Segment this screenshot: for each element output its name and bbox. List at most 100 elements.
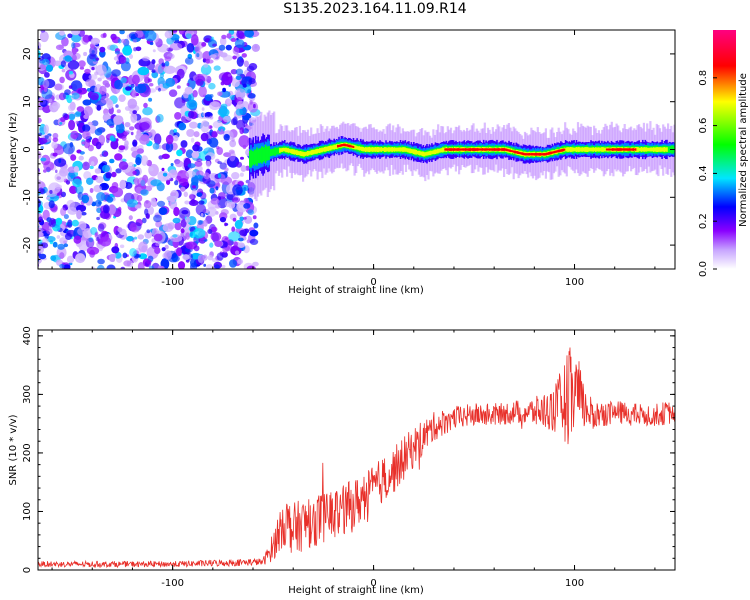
heatmap-noise-blob (206, 112, 211, 118)
heatmap-signal-band (596, 147, 598, 152)
heatmap-signal-band (321, 147, 323, 153)
heatmap-signal-band (279, 148, 281, 153)
heatmap-noise-blob (112, 187, 124, 198)
heatmap-signal-band (462, 148, 464, 151)
heatmap-noise-blob (202, 219, 208, 227)
heatmap-signal-band (265, 146, 268, 161)
heatmap-signal-band (521, 152, 524, 155)
heatmap-signal-band (625, 148, 627, 151)
heatmap-noise-blob (175, 160, 184, 168)
heatmap-noise-blob (148, 167, 154, 172)
heatmap-signal-band (406, 148, 409, 153)
heatmap-noise-blob (88, 74, 98, 80)
heatmap-noise-blob (180, 140, 188, 148)
heatmap-signal-band (286, 148, 288, 153)
heatmap-noise-blob (118, 145, 126, 151)
heatmap-signal-band (590, 147, 592, 152)
heatmap-signal-band (362, 147, 364, 152)
heatmap-noise-blob (214, 264, 220, 269)
heatmap-noise-blob (220, 264, 226, 269)
heatmap-noise-blob (157, 265, 165, 269)
heatmap-noise-blob (164, 56, 172, 62)
heatmap-signal-band (557, 149, 560, 153)
heatmap-signal-band (654, 147, 656, 152)
heatmap-noise-blob (148, 265, 155, 269)
snr-y-tick-label: 300 (22, 385, 33, 404)
heatmap-noise-blob (80, 211, 87, 216)
heatmap-signal-band (404, 147, 407, 152)
heatmap-noise-blob (222, 247, 228, 254)
heatmap-noise-blob (253, 103, 256, 109)
heatmap-signal-band (663, 147, 666, 153)
heatmap-signal-band (405, 148, 408, 152)
heatmap-signal-band (399, 147, 402, 152)
heatmap-signal-band (358, 146, 361, 151)
heatmap-noise-blob (77, 89, 83, 93)
snr-x-tick-label: -100 (161, 578, 184, 589)
heatmap-signal-band (496, 148, 498, 151)
heatmap-noise-blob (184, 200, 190, 205)
heatmap-signal-band (599, 147, 602, 152)
heatmap-signal-band (517, 151, 520, 154)
heatmap-signal-band (602, 147, 604, 152)
heatmap-noise-blob (137, 264, 145, 269)
heatmap-noise-blob (94, 128, 103, 136)
heatmap-signal-band (463, 148, 466, 151)
heatmap-noise-blob (113, 119, 122, 125)
heatmap-noise-blob (161, 167, 165, 172)
heatmap-signal-band (327, 146, 329, 151)
heatmap-signal-band (311, 149, 314, 155)
heatmap-signal-band (446, 148, 449, 151)
heatmap-noise-blob (74, 112, 82, 118)
heatmap-noise-blob (235, 108, 243, 116)
heatmap-noise-blob (131, 74, 140, 85)
heatmap-signal-band (343, 143, 345, 146)
heatmap-signal-band (441, 147, 444, 153)
heatmap-noise-blob (196, 158, 203, 162)
heatmap-signal-band (333, 144, 335, 150)
heatmap-noise-blob (170, 197, 176, 203)
colorbar-tick-label: 0.4 (698, 165, 709, 181)
heatmap-signal-band (364, 147, 367, 152)
heatmap-noise-blob (202, 254, 208, 261)
heatmap-noise-blob (187, 163, 196, 169)
heatmap-noise-blob (102, 204, 110, 214)
heatmap-noise-blob (161, 153, 170, 159)
heatmap-signal-band (668, 146, 671, 153)
heatmap-noise-blob (180, 186, 186, 192)
heatmap-signal-band (627, 148, 630, 151)
heatmap-noise-blob (129, 54, 133, 59)
heatmap-noise-blob (63, 214, 69, 220)
heatmap-noise-blob (84, 68, 91, 74)
heatmap-noise-blob (143, 200, 152, 209)
heatmap-noise-blob (58, 92, 66, 101)
heatmap-signal-band (379, 147, 381, 152)
heatmap-noise-blob (140, 189, 149, 196)
heatmap-signal-band (387, 147, 390, 152)
heatmap-noise-blob (125, 86, 132, 91)
heatmap-signal-band (510, 150, 513, 152)
heatmap-signal-band (345, 144, 347, 147)
heatmap-signal-band (415, 150, 417, 155)
heatmap-noise-blob (40, 157, 47, 162)
heatmap-noise-blob (55, 217, 63, 226)
heatmap-noise-blob (42, 105, 52, 114)
heatmap-signal-band (411, 149, 414, 154)
heatmap-noise-blob (217, 107, 230, 117)
heatmap-noise-blob (114, 79, 123, 90)
heatmap-noise-blob (33, 152, 38, 157)
heatmap-signal-band (645, 147, 648, 152)
heatmap-signal-band (535, 152, 538, 156)
heatmap-noise-blob (161, 62, 166, 67)
heatmap-signal-band (249, 150, 251, 168)
heatmap-signal-band (561, 148, 563, 152)
heatmap-signal-band (513, 150, 515, 153)
heatmap-noise-blob (154, 63, 164, 74)
heatmap-noise-blob (189, 231, 193, 237)
heatmap-signal-band (287, 148, 290, 153)
heatmap-signal-band (429, 150, 432, 156)
heatmap-noise-blob (178, 178, 189, 187)
heatmap-noise-blob (219, 52, 228, 58)
heatmap-signal-band (613, 148, 615, 151)
heatmap-signal-band (523, 153, 526, 156)
